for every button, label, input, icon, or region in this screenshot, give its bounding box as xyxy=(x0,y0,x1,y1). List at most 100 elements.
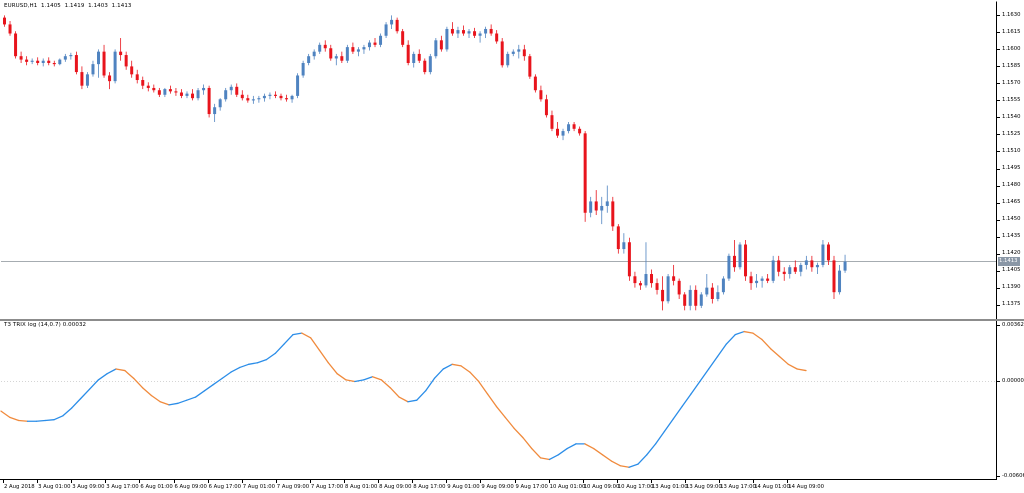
price-label: 1.1555 xyxy=(1002,96,1021,103)
indicator-pane[interactable]: T3 TRIX log (14,0.7) 0.00032 xyxy=(1,321,997,479)
time-tick xyxy=(514,480,516,483)
trix-segment xyxy=(301,332,312,339)
trix-segment xyxy=(566,443,577,450)
trix-segment xyxy=(539,457,551,461)
price-label: 1.1495 xyxy=(1002,165,1021,171)
trix-segment xyxy=(522,436,533,450)
time-tick xyxy=(787,480,789,483)
price-label: 1.1390 xyxy=(1002,284,1021,291)
candle xyxy=(213,103,217,122)
time-label: 8 Aug 17:00 xyxy=(413,484,446,490)
time-tick xyxy=(480,480,482,483)
trix-segment xyxy=(133,377,144,389)
time-tick xyxy=(241,480,243,483)
trix-segment xyxy=(363,376,374,381)
trix-segment xyxy=(345,379,356,383)
price-label: 1.1600 xyxy=(1002,45,1021,52)
price-label: 1.1375 xyxy=(1002,301,1021,308)
candle xyxy=(373,38,377,48)
candle xyxy=(290,94,294,103)
candle xyxy=(25,56,29,66)
price-label: 1.1420 xyxy=(1002,250,1021,257)
trix-segment xyxy=(690,380,701,395)
trix-segment xyxy=(796,368,807,372)
trix-segment xyxy=(442,363,453,370)
candle xyxy=(489,24,493,36)
trix-segment xyxy=(194,390,206,398)
price-tick xyxy=(997,304,1000,306)
candle xyxy=(622,233,626,254)
trix-segment xyxy=(18,419,29,422)
price-tick xyxy=(997,100,1000,102)
price-label: 1.1525 xyxy=(1002,130,1021,137)
trix-segment xyxy=(548,454,559,461)
candle xyxy=(229,84,233,95)
time-label: 3 Aug 09:00 xyxy=(72,484,105,490)
trix-segment xyxy=(203,383,214,392)
candle xyxy=(351,42,355,54)
indicator-tick xyxy=(997,476,1000,477)
candle xyxy=(495,30,499,44)
candle xyxy=(544,94,548,118)
time-tick xyxy=(685,480,686,483)
candle xyxy=(539,85,543,102)
candle xyxy=(412,51,416,68)
trix-segment xyxy=(451,363,462,367)
candle xyxy=(191,89,195,101)
candle xyxy=(594,190,598,216)
time-label: 7 Aug 01:00 xyxy=(242,484,276,490)
indicator-title: T3 TRIX log (14,0.7) 0.00032 xyxy=(4,322,87,328)
candle xyxy=(97,49,101,78)
candle xyxy=(550,110,554,132)
pane-separator[interactable] xyxy=(0,319,1024,321)
trix-segment xyxy=(97,373,108,381)
trix-segment xyxy=(53,415,64,421)
candle xyxy=(340,51,344,63)
candle xyxy=(323,40,327,52)
candle xyxy=(202,84,206,95)
indicator-tick xyxy=(997,381,1000,383)
candle xyxy=(611,196,615,231)
candle xyxy=(694,285,698,311)
trix-segment xyxy=(752,332,763,341)
candle xyxy=(168,85,172,94)
price-chart-pane[interactable]: EURUSD,H1 1.1405 1.1419 1.1403 1.1413 xyxy=(1,1,997,319)
candle xyxy=(207,85,211,118)
trix-segment xyxy=(716,343,728,358)
candle xyxy=(384,22,388,39)
trix-segment xyxy=(699,368,710,383)
time-tick xyxy=(275,480,277,483)
trix-segment xyxy=(424,377,436,392)
candle xyxy=(329,44,333,61)
candle xyxy=(345,44,349,63)
time-label: 8 Aug 01:00 xyxy=(345,484,378,490)
candle xyxy=(401,28,405,48)
candle xyxy=(683,292,687,311)
candle xyxy=(755,274,759,288)
price-label: 1.1540 xyxy=(1002,113,1021,120)
trix-segment xyxy=(628,463,639,468)
trix-segment xyxy=(725,334,736,345)
candle xyxy=(423,58,427,75)
candle xyxy=(8,21,12,36)
trix-segment xyxy=(88,379,99,390)
trix-segment xyxy=(283,334,294,345)
candle xyxy=(556,121,559,138)
candle xyxy=(434,38,438,59)
time-tick xyxy=(616,480,618,483)
trix-segment xyxy=(62,407,73,417)
candle xyxy=(163,87,167,98)
candle xyxy=(102,44,106,78)
trix-segment xyxy=(336,373,347,381)
trix-segment xyxy=(478,380,489,395)
candle xyxy=(296,73,300,99)
candle xyxy=(69,52,73,60)
time-tick xyxy=(71,480,73,483)
trix-segment xyxy=(79,388,91,400)
candle xyxy=(533,74,537,93)
trix-segment xyxy=(708,355,719,370)
candle xyxy=(406,40,410,66)
price-tick xyxy=(997,32,1000,34)
trix-segment xyxy=(513,427,524,439)
